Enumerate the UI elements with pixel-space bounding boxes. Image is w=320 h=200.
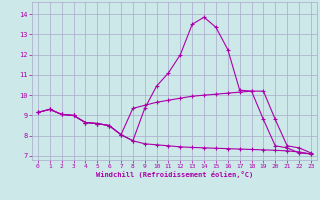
X-axis label: Windchill (Refroidissement éolien,°C): Windchill (Refroidissement éolien,°C)	[96, 171, 253, 178]
